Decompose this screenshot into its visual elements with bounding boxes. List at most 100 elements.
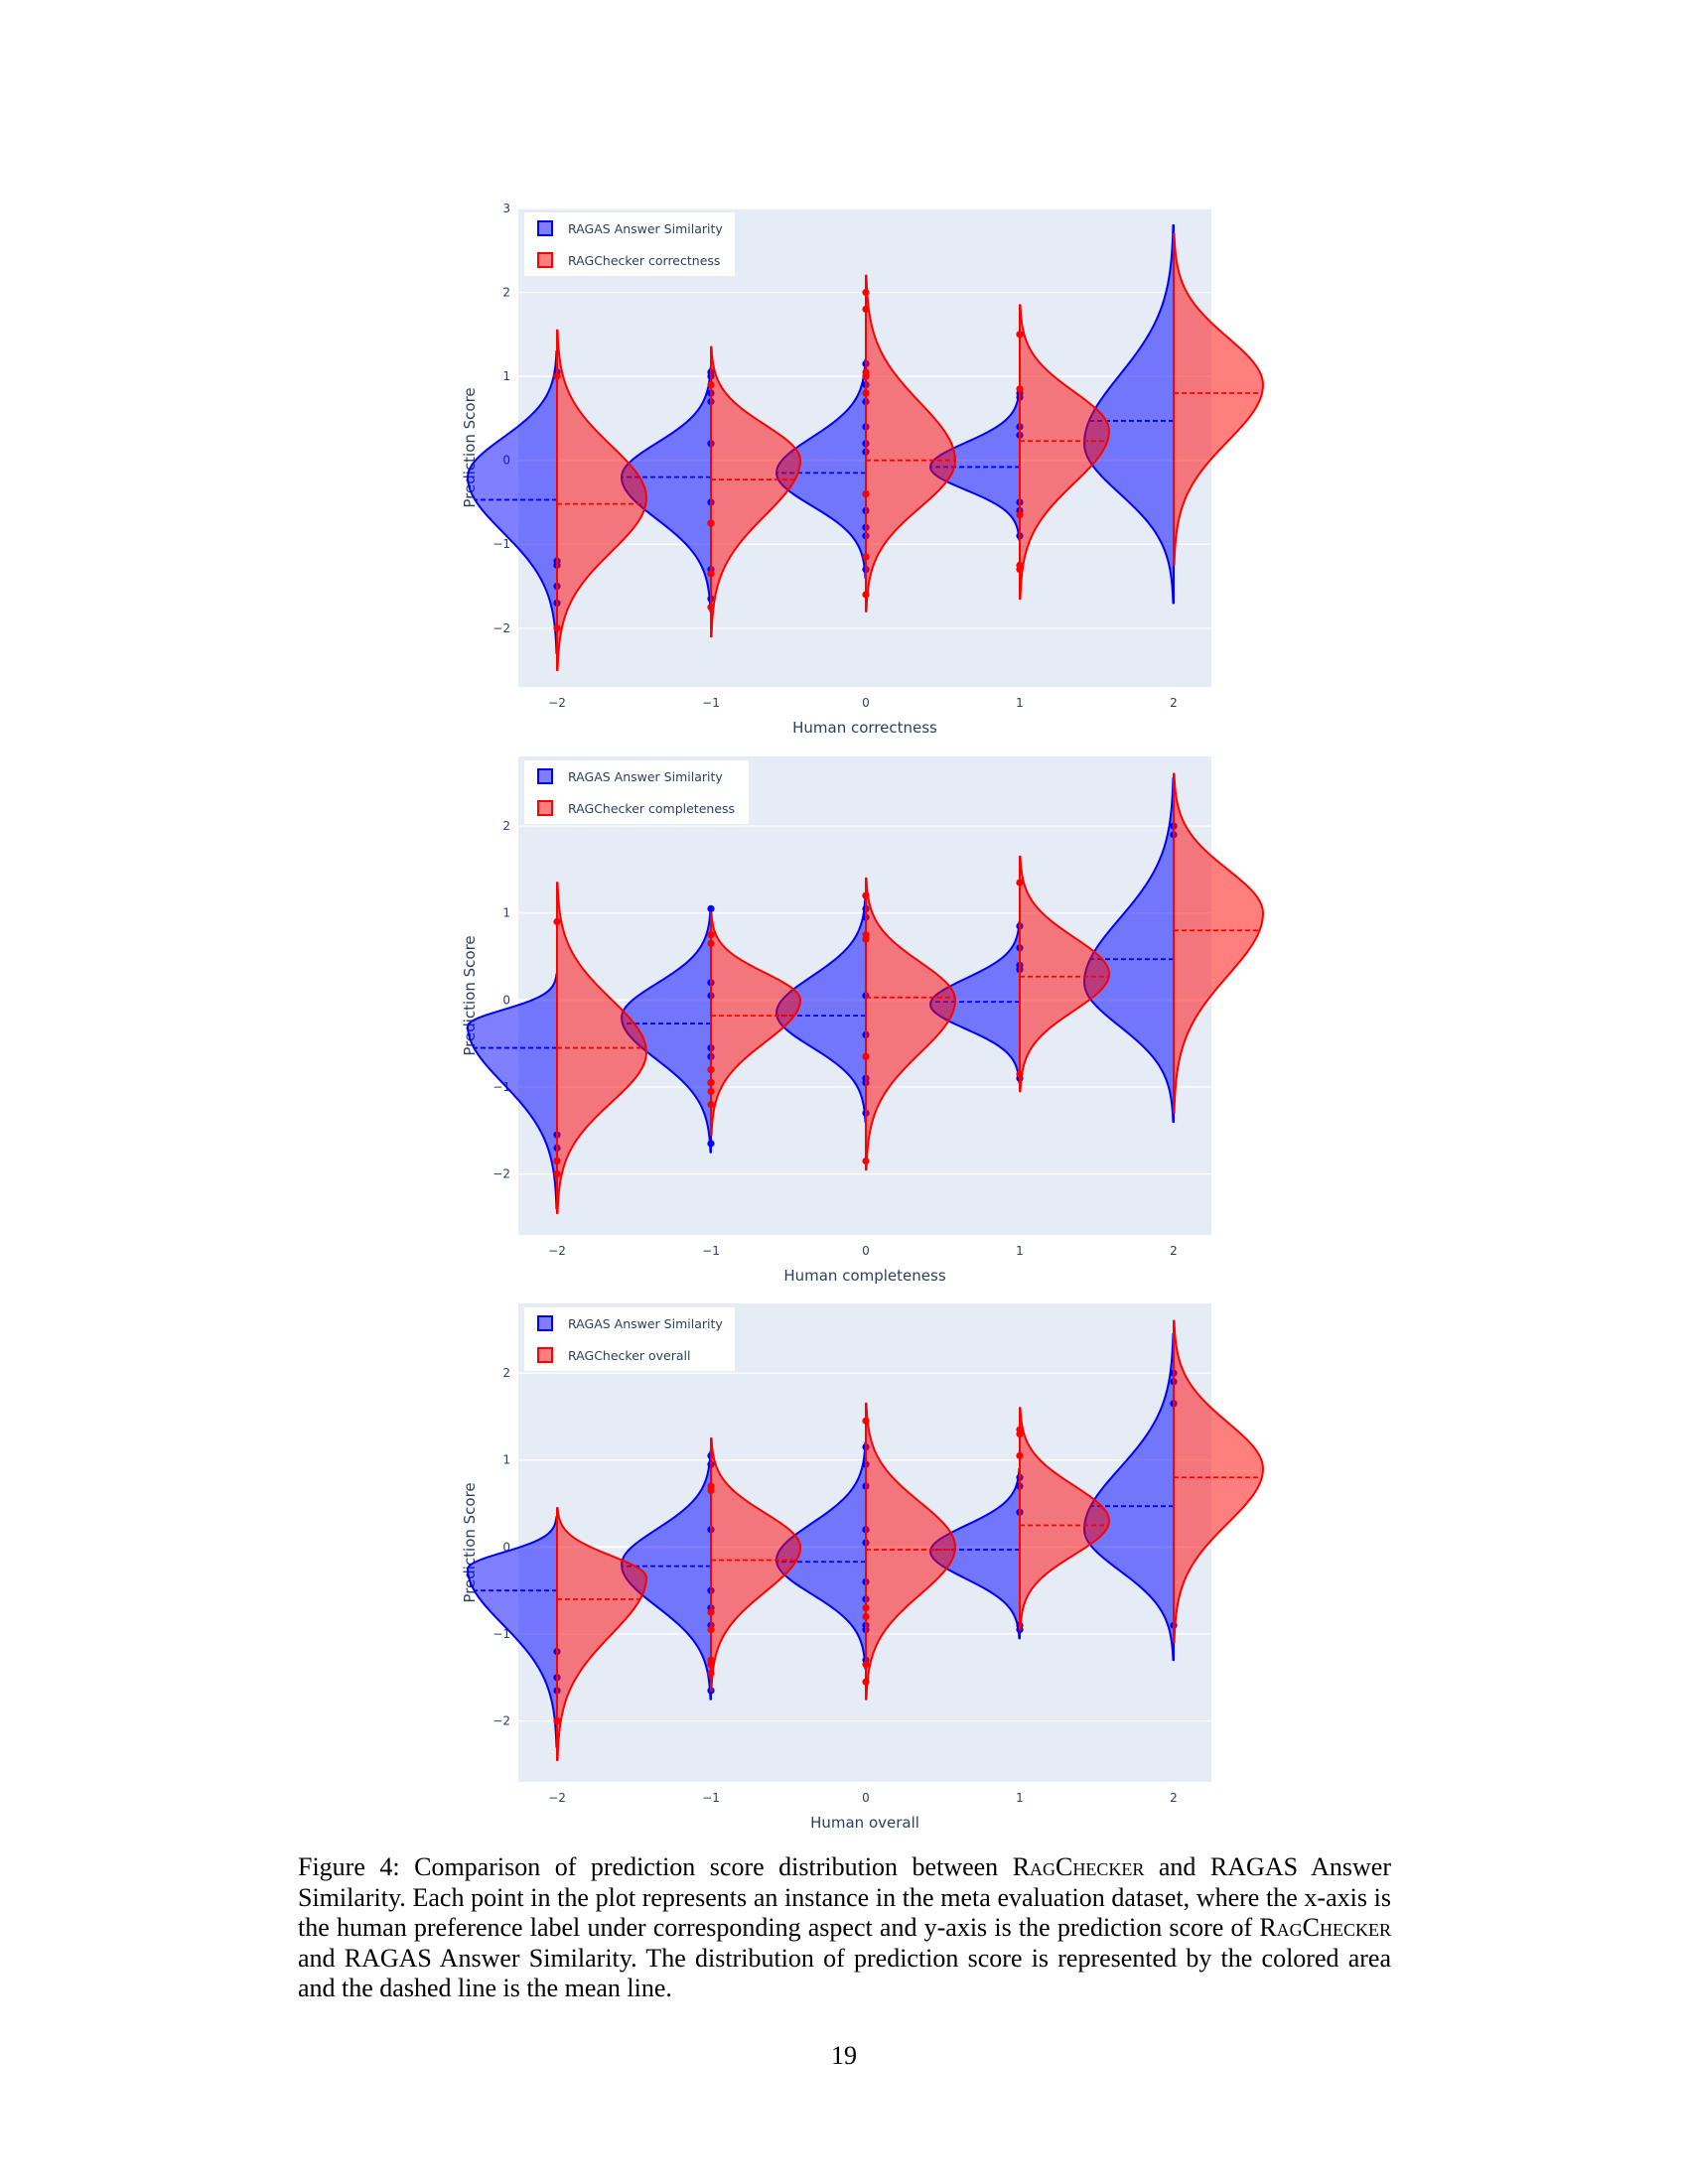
y-tick-label: 2 — [502, 286, 510, 300]
caption-ragchecker-1: RagChecker — [1012, 1852, 1145, 1881]
data-point — [862, 489, 870, 498]
data-point — [862, 389, 870, 397]
figure-caption: Figure 4: Comparison of prediction score… — [298, 1852, 1391, 2004]
data-point — [553, 917, 561, 926]
violin-red — [865, 274, 956, 613]
y-tick-label: 3 — [502, 202, 510, 215]
violin-red — [1019, 1407, 1110, 1631]
legend-label: RAGChecker overall — [568, 1348, 691, 1363]
x-axis-label: Human completeness — [783, 1267, 945, 1285]
y-tick-label: −1 — [492, 1627, 510, 1641]
legend-box — [524, 1307, 735, 1371]
violin-red — [1173, 232, 1264, 567]
data-point — [862, 1604, 870, 1612]
y-tick-label: 1 — [502, 906, 510, 920]
caption-text-1: Figure 4: Comparison of prediction score… — [298, 1852, 1013, 1881]
legend-label: RAGAS Answer Similarity — [568, 769, 723, 784]
violin-blue — [1083, 776, 1175, 1124]
data-point — [1016, 511, 1024, 519]
data-point — [1016, 1451, 1024, 1459]
data-point — [707, 1100, 715, 1109]
data-point — [707, 519, 715, 527]
data-point — [707, 1486, 715, 1495]
violin-red — [556, 329, 647, 672]
data-point — [707, 904, 715, 912]
violin-red — [1173, 1319, 1264, 1644]
data-point — [553, 1170, 561, 1178]
y-tick-label: 0 — [502, 993, 510, 1007]
y-tick-label: −2 — [492, 1167, 510, 1181]
data-point — [862, 305, 870, 314]
y-tick-label: −2 — [492, 621, 510, 635]
legend-swatch — [537, 800, 553, 816]
data-point — [707, 939, 715, 948]
violin-red — [556, 1506, 647, 1762]
data-point — [707, 1669, 715, 1678]
data-point — [862, 288, 870, 297]
x-tick-label: 1 — [1016, 1791, 1024, 1805]
x-tick-label: 0 — [862, 1791, 870, 1805]
x-tick-label: −1 — [702, 1244, 720, 1258]
violin-red — [710, 911, 801, 1137]
data-point — [707, 931, 715, 939]
data-point — [862, 553, 870, 561]
data-point — [862, 1052, 870, 1060]
data-point — [862, 1157, 870, 1165]
x-tick-label: 2 — [1170, 696, 1178, 710]
data-point — [553, 624, 561, 632]
y-tick-label: 1 — [502, 1453, 510, 1467]
data-point — [862, 591, 870, 599]
x-tick-label: −2 — [548, 1791, 566, 1805]
data-point — [553, 1717, 561, 1725]
caption-ragchecker-2: RagChecker — [1259, 1913, 1391, 1942]
violin-blue — [1083, 1332, 1175, 1662]
legend-label: RAGAS Answer Similarity — [568, 221, 723, 236]
x-tick-label: −2 — [548, 1244, 566, 1258]
y-tick-label: 2 — [502, 819, 510, 833]
violin-blue — [467, 1515, 558, 1748]
data-point — [553, 1157, 561, 1165]
x-tick-label: −2 — [548, 696, 566, 710]
y-tick-label: −1 — [492, 537, 510, 551]
data-point — [1016, 1430, 1024, 1438]
x-axis-label: Human overall — [810, 1814, 919, 1832]
caption-text-2: and RAGAS Answer Similarity. Each point … — [298, 1852, 1391, 1942]
violin-red — [1173, 772, 1264, 1115]
data-point — [707, 1661, 715, 1669]
violin-red — [1019, 304, 1110, 601]
x-tick-label: 1 — [1016, 1244, 1024, 1258]
page-number: 19 — [831, 2041, 857, 2070]
data-point — [707, 604, 715, 612]
data-point — [1016, 566, 1024, 574]
data-point — [707, 570, 715, 578]
legend-label: RAGChecker correctness — [568, 253, 720, 268]
data-point — [862, 935, 870, 943]
data-point — [707, 380, 715, 389]
x-tick-label: −1 — [702, 696, 720, 710]
data-point — [707, 1140, 715, 1148]
data-point — [1016, 1070, 1024, 1078]
x-tick-label: 2 — [1170, 1244, 1178, 1258]
data-point — [553, 372, 561, 380]
legend-label: RAGAS Answer Similarity — [568, 1316, 723, 1331]
y-tick-label: 1 — [502, 369, 510, 383]
data-point — [707, 1626, 715, 1634]
legend-swatch — [537, 768, 553, 784]
x-tick-label: 1 — [1016, 696, 1024, 710]
legend-box — [524, 212, 735, 276]
violin-red — [710, 345, 801, 638]
legend-swatch — [537, 1315, 553, 1331]
legend-swatch — [537, 252, 553, 268]
violin-red — [865, 877, 956, 1171]
x-tick-label: 0 — [862, 696, 870, 710]
legend-label: RAGChecker completeness — [568, 801, 735, 816]
data-point — [1016, 385, 1024, 393]
y-tick-label: 0 — [502, 1540, 510, 1554]
violin-red — [1019, 855, 1110, 1093]
caption-text-3: and RAGAS Answer Similarity. The distrib… — [298, 1943, 1391, 2003]
data-point — [862, 1612, 870, 1621]
